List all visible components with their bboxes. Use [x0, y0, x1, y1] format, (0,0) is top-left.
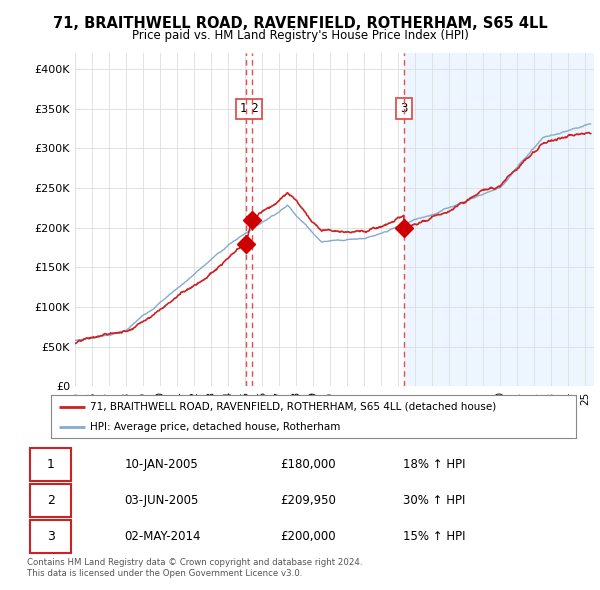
Text: 71, BRAITHWELL ROAD, RAVENFIELD, ROTHERHAM, S65 4LL (detached house): 71, BRAITHWELL ROAD, RAVENFIELD, ROTHERH…	[91, 402, 497, 412]
FancyBboxPatch shape	[29, 520, 71, 553]
Text: £180,000: £180,000	[281, 458, 337, 471]
Text: 18% ↑ HPI: 18% ↑ HPI	[403, 458, 466, 471]
Text: 03-JUN-2005: 03-JUN-2005	[124, 494, 199, 507]
Text: HPI: Average price, detached house, Rotherham: HPI: Average price, detached house, Roth…	[91, 422, 341, 432]
Text: 2: 2	[47, 494, 55, 507]
Text: 02-MAY-2014: 02-MAY-2014	[124, 530, 201, 543]
Text: 71, BRAITHWELL ROAD, RAVENFIELD, ROTHERHAM, S65 4LL: 71, BRAITHWELL ROAD, RAVENFIELD, ROTHERH…	[53, 16, 547, 31]
Text: £200,000: £200,000	[281, 530, 337, 543]
Text: 1 2: 1 2	[239, 102, 259, 115]
Bar	[404, 53, 594, 386]
Text: 30% ↑ HPI: 30% ↑ HPI	[403, 494, 466, 507]
Text: £209,950: £209,950	[281, 494, 337, 507]
FancyBboxPatch shape	[29, 484, 71, 517]
Text: Price paid vs. HM Land Registry's House Price Index (HPI): Price paid vs. HM Land Registry's House …	[131, 30, 469, 42]
Text: 3: 3	[47, 530, 55, 543]
Text: This data is licensed under the Open Government Licence v3.0.: This data is licensed under the Open Gov…	[27, 569, 302, 578]
Text: 3: 3	[400, 102, 407, 115]
Text: 1: 1	[47, 458, 55, 471]
Text: Contains HM Land Registry data © Crown copyright and database right 2024.: Contains HM Land Registry data © Crown c…	[27, 558, 362, 566]
Text: 10-JAN-2005: 10-JAN-2005	[124, 458, 198, 471]
FancyBboxPatch shape	[29, 448, 71, 481]
Text: 15% ↑ HPI: 15% ↑ HPI	[403, 530, 466, 543]
